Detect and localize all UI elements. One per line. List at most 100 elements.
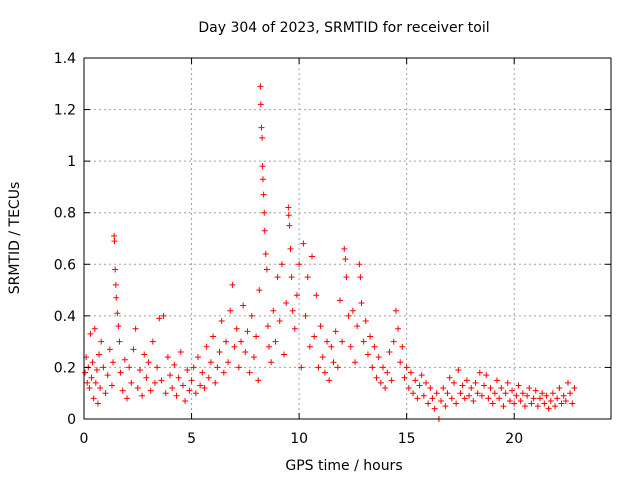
data-point	[418, 372, 425, 379]
data-point	[126, 364, 133, 371]
data-point	[491, 390, 498, 397]
data-point	[453, 400, 460, 407]
data-point	[179, 382, 186, 389]
data-points	[82, 83, 578, 422]
data-point	[545, 405, 552, 412]
data-point	[104, 372, 111, 379]
data-point	[259, 176, 266, 183]
data-point	[324, 338, 331, 345]
data-point	[341, 245, 348, 252]
data-point	[124, 395, 131, 402]
data-point	[375, 354, 382, 361]
data-point	[212, 379, 219, 386]
data-point	[539, 390, 546, 397]
y-tick-label: 0.8	[54, 206, 76, 222]
data-point	[543, 392, 550, 399]
data-point	[373, 374, 380, 381]
data-point	[171, 361, 178, 368]
y-axis-label: SRMTID / TECUs	[7, 182, 23, 295]
data-point	[96, 351, 103, 358]
data-point	[405, 385, 412, 392]
data-point	[309, 253, 316, 260]
data-point	[265, 343, 272, 350]
data-point	[392, 307, 399, 314]
data-point	[410, 390, 417, 397]
data-point	[379, 364, 386, 371]
data-point	[532, 387, 539, 394]
y-tick-label: 0.6	[54, 257, 76, 273]
data-point	[248, 312, 255, 319]
data-point	[261, 209, 268, 216]
data-point	[88, 374, 95, 381]
chart-title: Day 304 of 2023, SRMTID for receiver toi…	[198, 20, 489, 36]
data-point	[240, 302, 247, 309]
data-point	[444, 390, 451, 397]
data-point	[132, 325, 139, 332]
data-point	[347, 343, 354, 350]
data-point	[143, 374, 150, 381]
data-point	[288, 274, 295, 281]
data-point	[386, 348, 393, 355]
data-point	[102, 390, 109, 397]
data-point	[571, 385, 578, 392]
data-point	[167, 372, 174, 379]
data-point	[304, 274, 311, 281]
data-point	[242, 348, 249, 355]
data-point	[524, 392, 531, 399]
data-point	[425, 400, 432, 407]
data-point	[493, 377, 500, 384]
y-tick-label: 0.2	[54, 360, 76, 376]
data-point	[478, 392, 485, 399]
data-point	[556, 385, 563, 392]
data-point	[500, 403, 507, 410]
x-tick-label: 10	[290, 431, 308, 447]
data-point	[151, 379, 158, 386]
data-point	[530, 395, 537, 402]
data-point	[108, 382, 115, 389]
data-point	[113, 294, 120, 301]
data-point	[339, 338, 346, 345]
data-point	[278, 261, 285, 268]
data-point	[164, 354, 171, 361]
data-point	[90, 395, 97, 402]
data-point	[472, 379, 479, 386]
data-point	[256, 287, 263, 294]
data-point	[485, 395, 492, 402]
data-point	[315, 364, 322, 371]
data-point	[222, 338, 229, 345]
data-point	[395, 325, 402, 332]
data-point	[285, 212, 292, 219]
data-point	[130, 346, 137, 353]
data-point	[272, 338, 279, 345]
data-point	[504, 379, 511, 386]
data-point	[356, 261, 363, 268]
data-point	[476, 369, 483, 376]
data-point	[423, 379, 430, 386]
data-point	[235, 364, 242, 371]
data-point	[141, 351, 148, 358]
data-point	[399, 343, 406, 350]
data-point	[317, 323, 324, 330]
data-point	[207, 359, 214, 366]
data-point	[298, 364, 305, 371]
data-point	[332, 328, 339, 335]
data-point	[255, 377, 262, 384]
data-point	[205, 374, 212, 381]
ticks: 0 0.2 0.4 0.6 0.8 1 1.2 1.4 0 5 10 15 20	[54, 51, 611, 447]
data-point	[506, 397, 513, 404]
data-point	[268, 359, 275, 366]
data-point	[82, 369, 89, 376]
data-point	[463, 377, 470, 384]
data-point	[216, 348, 223, 355]
data-point	[158, 377, 165, 384]
data-point	[367, 333, 374, 340]
data-point	[188, 377, 195, 384]
data-point	[455, 367, 462, 374]
data-point	[549, 390, 556, 397]
data-point	[450, 379, 457, 386]
data-point	[349, 307, 356, 314]
data-point	[276, 318, 283, 325]
data-point	[286, 222, 293, 229]
data-point	[313, 292, 320, 299]
